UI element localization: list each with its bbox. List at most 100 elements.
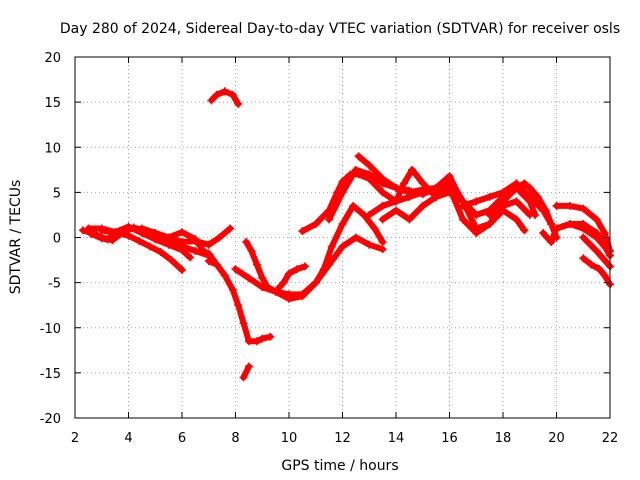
data-point xyxy=(512,183,521,192)
data-point xyxy=(247,247,256,256)
data-point xyxy=(135,237,144,246)
data-point xyxy=(234,301,243,310)
axis-ticks: 2 4 6 8 10 12 14 16 18 20 22 -20 -15 -10 -5 0 5 10 15 20 xyxy=(40,51,619,446)
data-point xyxy=(167,256,176,265)
data-point xyxy=(271,287,280,296)
y-tick-label: 10 xyxy=(44,141,61,156)
data-point xyxy=(525,183,534,192)
data-point xyxy=(191,235,200,244)
data-series-track-11 xyxy=(271,201,387,303)
data-point xyxy=(228,285,237,294)
data-point xyxy=(392,197,400,206)
data-point xyxy=(215,233,224,242)
x-tick-label: 12 xyxy=(334,431,351,446)
data-point xyxy=(351,233,360,242)
data-point xyxy=(405,186,414,195)
series-trace xyxy=(205,258,274,345)
data-point xyxy=(242,238,251,247)
data-point xyxy=(595,265,604,274)
data-point xyxy=(600,271,609,280)
x-tick-label: 20 xyxy=(548,431,565,446)
data-point xyxy=(378,201,387,210)
data-point xyxy=(97,226,106,235)
data-point xyxy=(533,192,542,201)
data-point xyxy=(285,294,293,303)
data-point xyxy=(579,219,588,228)
data-point xyxy=(458,215,467,224)
data-point xyxy=(220,271,229,280)
data-point xyxy=(472,210,481,219)
data-point xyxy=(365,161,374,170)
x-axis-label: GPS time / hours xyxy=(281,458,398,474)
data-point xyxy=(151,228,160,237)
chart-title: Day 280 of 2024, Sidereal Day-to-day VTE… xyxy=(60,21,620,37)
data-point xyxy=(539,228,548,237)
x-tick-label: 4 xyxy=(124,431,132,446)
data-series-track-6 xyxy=(207,87,243,108)
data-point xyxy=(338,219,347,228)
data-point xyxy=(311,278,320,287)
x-tick-label: 10 xyxy=(281,431,298,446)
data-point xyxy=(432,192,441,201)
data-point xyxy=(228,90,237,99)
data-point xyxy=(552,224,561,233)
y-tick-label: 5 xyxy=(53,186,61,201)
data-point xyxy=(97,234,106,243)
data-point xyxy=(258,274,267,283)
data-point xyxy=(234,99,243,108)
data-point xyxy=(204,240,213,249)
y-tick-label: 15 xyxy=(44,96,61,111)
series-trace xyxy=(379,184,528,236)
data-point xyxy=(108,236,117,245)
data-point xyxy=(244,362,253,371)
y-tick-label: -10 xyxy=(40,322,61,337)
data-point xyxy=(365,210,374,219)
data-point xyxy=(520,226,529,235)
x-tick-label: 14 xyxy=(388,431,405,446)
data-point xyxy=(378,215,387,224)
data-point xyxy=(432,183,441,192)
data-point xyxy=(400,179,409,188)
data-point xyxy=(378,174,387,183)
data-point xyxy=(472,228,481,237)
data-point xyxy=(392,206,400,215)
data-point xyxy=(418,190,427,199)
data-series-track-7 xyxy=(204,256,275,346)
data-point xyxy=(311,219,320,228)
data-point xyxy=(84,224,93,233)
data-point xyxy=(552,201,561,210)
data-point xyxy=(137,224,146,233)
data-point xyxy=(512,215,521,224)
y-tick-label: -5 xyxy=(48,277,61,292)
data-point xyxy=(293,265,302,274)
data-point xyxy=(207,96,216,105)
data-point xyxy=(301,262,310,271)
data-point xyxy=(565,219,574,228)
data-point xyxy=(191,247,200,256)
data-point xyxy=(298,292,307,301)
data-point xyxy=(87,229,96,238)
series-layer xyxy=(79,87,614,382)
data-point xyxy=(244,274,253,283)
data-point xyxy=(370,224,379,233)
data-point xyxy=(499,206,507,215)
data-point xyxy=(351,165,360,174)
data-point xyxy=(327,242,336,251)
data-point xyxy=(226,224,235,233)
data-point xyxy=(520,179,529,188)
data-point xyxy=(164,233,173,242)
data-series-track-22 xyxy=(579,254,614,289)
data-point xyxy=(212,90,221,99)
data-point xyxy=(239,373,248,382)
data-point xyxy=(239,319,248,328)
data-point xyxy=(204,249,213,258)
data-series-track-16 xyxy=(378,183,529,237)
y-axis-label: SDTVAR / TECUs xyxy=(8,180,24,295)
data-point xyxy=(579,204,588,213)
data-point xyxy=(279,278,288,287)
data-point xyxy=(199,247,208,256)
data-point xyxy=(365,170,374,179)
x-tick-label: 8 xyxy=(231,431,239,446)
data-point xyxy=(592,247,601,256)
